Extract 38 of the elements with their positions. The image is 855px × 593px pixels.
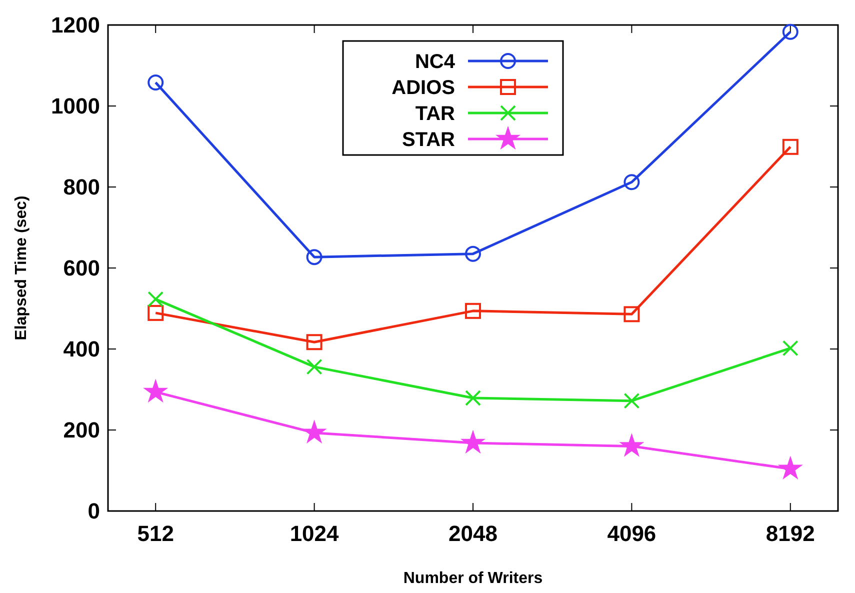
- point: [306, 358, 322, 375]
- legend-label: ADIOS: [392, 77, 455, 99]
- point: [782, 340, 798, 356]
- x-tick-label: 1024: [290, 521, 340, 546]
- legend-label: STAR: [402, 129, 456, 151]
- point: [624, 174, 640, 190]
- legend-label: TAR: [415, 103, 456, 125]
- point: [778, 456, 802, 479]
- point: [782, 138, 798, 155]
- x-tick-label: 2048: [448, 521, 498, 546]
- y-tick-label: 1000: [51, 94, 100, 119]
- point: [465, 390, 481, 406]
- y-tick-label: 1200: [51, 12, 100, 38]
- point: [148, 304, 164, 321]
- point: [624, 392, 640, 409]
- point: [306, 334, 322, 350]
- point: [306, 249, 322, 266]
- y-tick-label: 400: [63, 336, 100, 362]
- y-tick-label: 800: [63, 174, 100, 200]
- x-tick-label: 4096: [607, 521, 656, 546]
- point: [620, 434, 644, 456]
- point: [302, 420, 326, 443]
- point: [144, 380, 168, 402]
- point: [465, 246, 481, 262]
- legend-label: NC4: [414, 51, 456, 73]
- point: [462, 430, 484, 453]
- y-tick-label: 0: [88, 498, 100, 524]
- point: [148, 291, 164, 308]
- point: [624, 306, 640, 322]
- x-axis-title: Number of Writers: [403, 570, 543, 587]
- point: [465, 302, 481, 319]
- x-tick-label: 8192: [766, 521, 815, 546]
- y-tick-label: 200: [63, 418, 100, 443]
- y-axis-title: Elapsed Time (sec): [13, 196, 30, 340]
- x-tick-label: 512: [137, 521, 174, 546]
- point: [782, 24, 798, 40]
- point: [148, 74, 164, 91]
- y-tick-label: 600: [63, 256, 100, 281]
